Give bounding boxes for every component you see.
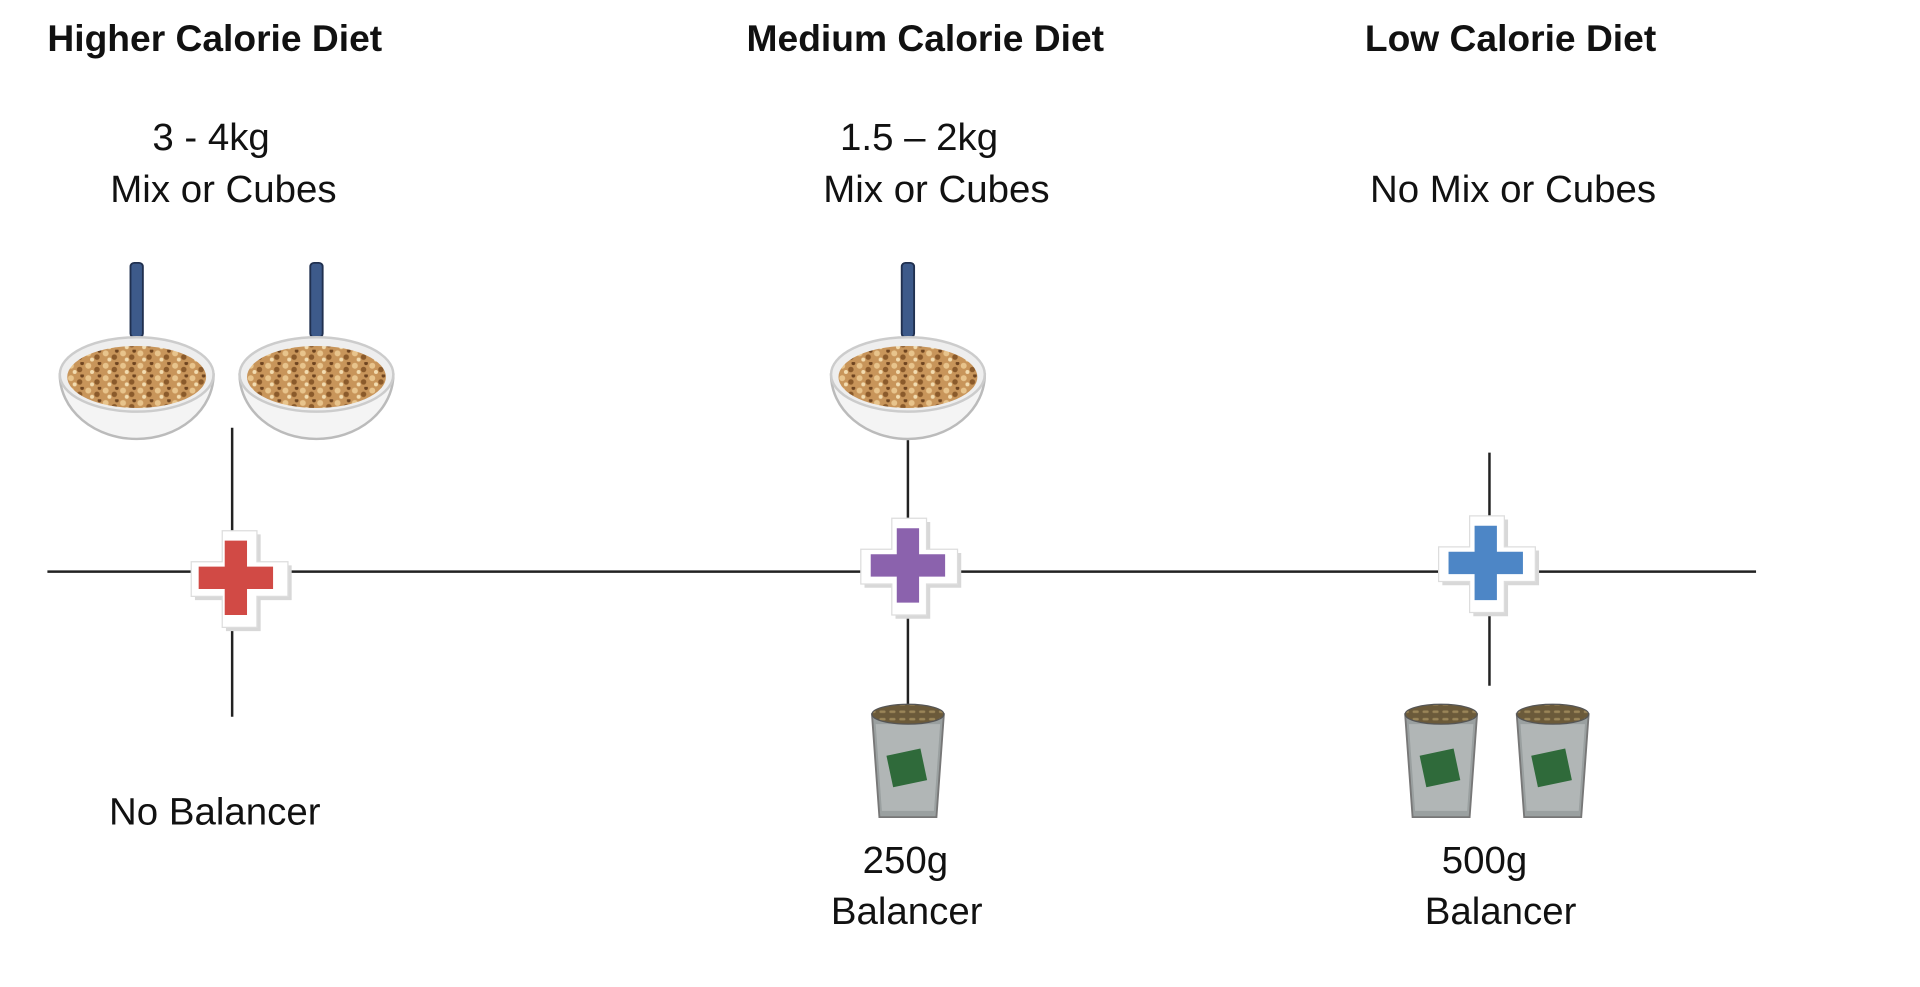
column-title: Low Calorie Diet bbox=[1365, 17, 1656, 59]
mix-amount: 3 - 4kg bbox=[152, 116, 269, 159]
cup-icon bbox=[1404, 703, 1478, 819]
plus-icon bbox=[860, 517, 962, 620]
balancer-label: Balancer bbox=[1425, 890, 1577, 933]
bowl-icon bbox=[829, 261, 987, 441]
mix-label: Mix or Cubes bbox=[110, 168, 336, 211]
mix-label: Mix or Cubes bbox=[823, 168, 1049, 211]
plus-icon bbox=[190, 530, 293, 632]
balancer-amount: 500g bbox=[1442, 839, 1527, 882]
column-title: Higher Calorie Diet bbox=[47, 17, 382, 59]
plus-icon bbox=[1438, 515, 1540, 617]
balancer-amount: 250g bbox=[863, 839, 948, 882]
mix-label: No Mix or Cubes bbox=[1370, 168, 1656, 211]
bowl-icon bbox=[58, 261, 215, 441]
balancer-label: Balancer bbox=[831, 890, 983, 933]
cup-icon bbox=[871, 703, 945, 819]
mix-amount: 1.5 – 2kg bbox=[840, 116, 998, 159]
bowl-icon bbox=[238, 261, 395, 441]
cup-icon bbox=[1515, 703, 1590, 819]
balancer-label: No Balancer bbox=[109, 791, 321, 834]
column-title: Medium Calorie Diet bbox=[747, 17, 1104, 59]
